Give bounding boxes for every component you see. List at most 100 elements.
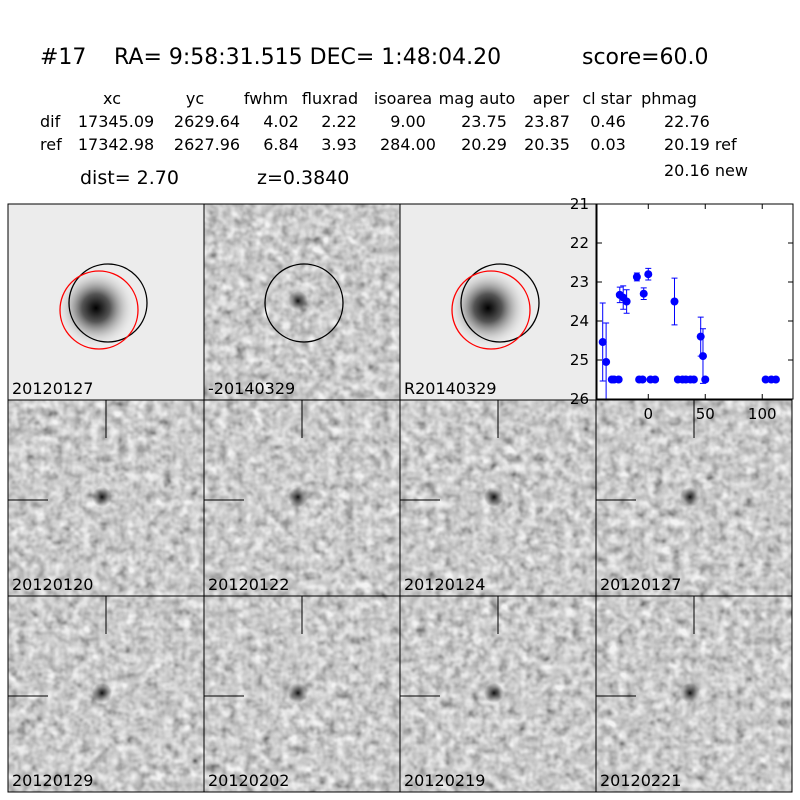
source	[288, 487, 308, 507]
cell: 22.76	[664, 112, 710, 131]
source	[92, 487, 112, 507]
cell: 0.46	[590, 112, 626, 131]
point	[670, 277, 679, 326]
light-curve: 21 22 23 24 25 26 0 50 100	[570, 195, 794, 423]
column-header: cl star	[582, 89, 632, 108]
stamp: R20140329	[399, 203, 597, 401]
stamp: 20120127	[595, 399, 793, 597]
dist: dist= 2.70	[80, 167, 179, 189]
column-header: mag auto	[439, 89, 516, 108]
stamp: 20120219	[399, 595, 597, 793]
marker	[761, 375, 770, 384]
y-tick-label: 26	[570, 390, 589, 408]
point	[639, 287, 648, 301]
new-circle	[451, 270, 531, 350]
point	[632, 272, 641, 282]
marker	[644, 270, 653, 279]
point	[638, 375, 647, 384]
stamp-label: 20120124	[404, 575, 485, 594]
marker	[651, 375, 660, 384]
point	[622, 289, 631, 314]
column-header: yc	[186, 89, 204, 108]
marker	[771, 375, 780, 384]
stamp-label: R20140329	[404, 379, 497, 398]
stamp-label: 20120219	[404, 771, 485, 790]
source	[484, 487, 504, 507]
source	[484, 683, 504, 703]
cell: 284.00	[380, 135, 436, 154]
cell: 2.22	[321, 112, 357, 131]
y-tick-label: 22	[570, 234, 589, 252]
x-tick-label: 50	[696, 405, 715, 423]
cell: 6.84	[263, 135, 299, 154]
stamp: 20120221	[595, 595, 793, 793]
column-header: fwhm	[244, 89, 288, 108]
stamp: 20120122	[203, 399, 401, 597]
marker	[602, 357, 611, 366]
column-header: xc	[103, 89, 121, 108]
redshift: z=0.3840	[257, 167, 349, 189]
marker	[698, 352, 707, 361]
cell: 23.75	[461, 112, 507, 131]
marker	[701, 375, 710, 384]
stamp: 20120129	[7, 595, 205, 793]
stamp-label: 20120221	[600, 771, 681, 790]
column-header: isoarea	[374, 89, 432, 108]
cell: ref	[40, 135, 62, 154]
marker	[598, 338, 607, 347]
y-tick-label: 23	[570, 273, 589, 291]
marker	[632, 272, 641, 281]
source	[288, 291, 308, 311]
column-header: phmag	[641, 89, 697, 108]
coordinates: RA= 9:58:31.515 DEC= 1:48:04.20	[114, 45, 501, 70]
x-tick-label: 0	[644, 405, 654, 423]
y-tick-label: 25	[570, 351, 589, 369]
new-circle	[59, 270, 139, 350]
cell: 23.87	[524, 112, 570, 131]
cell: 3.93	[321, 135, 357, 154]
ref-circle	[68, 263, 148, 343]
marker	[670, 297, 679, 306]
point	[644, 267, 653, 281]
phmag-new: 20.16 new	[664, 161, 748, 180]
plot-border	[596, 203, 794, 400]
stamp-label: 20120202	[208, 771, 289, 790]
candidate-id: #17	[40, 45, 86, 70]
cell: 17342.98	[78, 135, 154, 154]
cell: 9.00	[390, 112, 426, 131]
ref-circle	[460, 263, 540, 343]
y-tick-label: 21	[570, 195, 589, 213]
point	[598, 302, 607, 382]
ref-circle	[264, 263, 344, 343]
stamp-label: 20120122	[208, 575, 289, 594]
point	[761, 375, 770, 384]
cell: dif	[40, 112, 61, 131]
point	[701, 375, 710, 384]
source	[680, 487, 700, 507]
cell: 17345.09	[78, 112, 154, 131]
cell: 20.35	[524, 135, 570, 154]
stamp: 20120127	[7, 203, 205, 401]
source	[92, 683, 112, 703]
marker	[622, 297, 631, 306]
stamp: 20120202	[203, 595, 401, 793]
source	[288, 683, 308, 703]
point	[651, 375, 660, 384]
stamp: 20120120	[7, 399, 205, 597]
galaxy	[56, 268, 136, 348]
cell: 4.02	[263, 112, 299, 131]
point	[614, 375, 623, 384]
stamp-label: 20120129	[12, 771, 93, 790]
galaxy	[448, 268, 528, 348]
marker	[689, 375, 698, 384]
marker	[614, 375, 623, 384]
marker	[638, 375, 647, 384]
y-tick-label: 24	[570, 312, 589, 330]
point	[689, 375, 698, 384]
stamp-label: 20120120	[12, 575, 93, 594]
stamp: 20120124	[399, 399, 597, 597]
stamp-label: 20120127	[12, 379, 93, 398]
point	[771, 375, 780, 384]
cell: 2629.64	[174, 112, 240, 131]
marker	[696, 332, 705, 341]
